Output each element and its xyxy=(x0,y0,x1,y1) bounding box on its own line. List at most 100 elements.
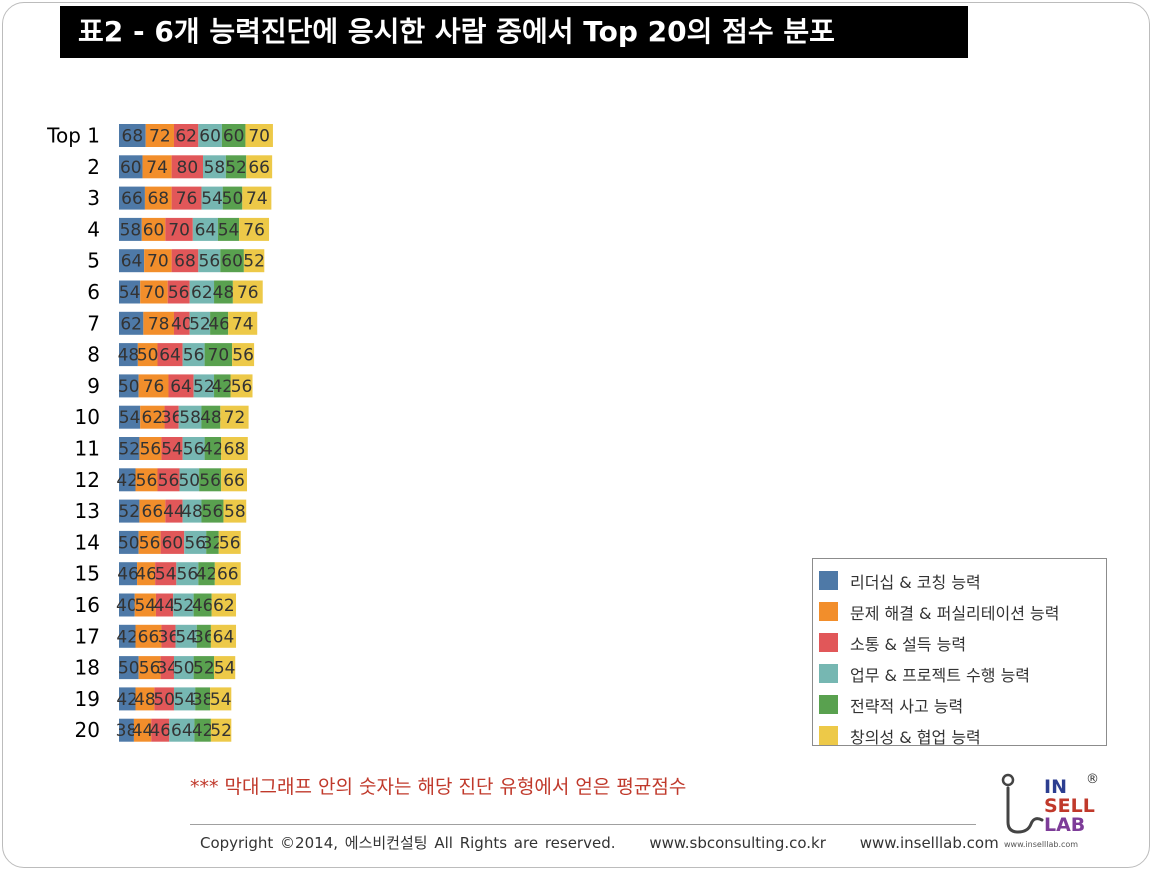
bar-value-label: 64 xyxy=(159,346,181,366)
bar-segment-communication xyxy=(171,249,199,273)
bar-value-label: 54 xyxy=(210,690,232,710)
bar-segment-strategy xyxy=(201,499,224,523)
legend-label: 문제 해결 & 퍼실리테이션 능력 xyxy=(850,603,1060,623)
category-label: 17 xyxy=(75,624,100,648)
bar-segment-problem xyxy=(139,437,162,460)
copyright-label: Copyright ©2014, 에스비컨설팅 All Rights are r… xyxy=(200,834,616,852)
category-label: 9 xyxy=(87,374,100,398)
bar-segment-problem xyxy=(133,718,152,742)
bar-value-label: 80 xyxy=(177,158,199,178)
bar-value-label: 46 xyxy=(192,596,214,616)
bar-value-label: 50 xyxy=(153,690,175,710)
bar-segment-work_project xyxy=(198,124,222,147)
bar-value-label: 42 xyxy=(192,721,214,741)
bar-segment-leadership xyxy=(119,499,140,523)
bar-segment-work_project xyxy=(178,405,202,429)
bar-segment-work_project xyxy=(189,280,215,304)
legend-swatch xyxy=(819,726,838,745)
bar-segment-work_project xyxy=(176,562,199,586)
bar-segment-leadership xyxy=(119,124,146,147)
bar-value-label: 56 xyxy=(184,533,206,553)
logo-url: www.inselllab.com xyxy=(1004,840,1079,849)
footer-link-inselllab[interactable]: www.inselllab.com xyxy=(859,834,999,852)
bar-segment-communication xyxy=(157,343,183,367)
bar-segment-leadership xyxy=(119,186,145,210)
bar-value-label: 56 xyxy=(199,471,221,491)
bar-value-label: 52 xyxy=(173,596,195,616)
bar-value-label: 56 xyxy=(231,377,253,397)
legend-label: 리더십 & 코칭 능력 xyxy=(850,572,981,592)
bar-value-label: 68 xyxy=(122,127,144,147)
bar-segment-communication xyxy=(168,374,194,398)
bar-segment-work_project xyxy=(175,624,197,648)
bar-value-label: 62 xyxy=(120,314,142,334)
bar-segment-creativity xyxy=(239,217,270,241)
bar-value-label: 38 xyxy=(192,690,214,710)
bar-segment-problem xyxy=(138,530,161,554)
bar-segment-work_project xyxy=(198,249,221,273)
bar-value-label: 58 xyxy=(120,220,142,240)
bar-value-label: 68 xyxy=(147,189,169,209)
bar-segment-leadership xyxy=(119,468,136,492)
bar-value-label: 70 xyxy=(168,220,190,240)
bar-segment-strategy xyxy=(222,186,243,210)
category-label: 15 xyxy=(75,562,100,586)
category-label: 8 xyxy=(87,343,100,367)
bar-segment-strategy xyxy=(225,155,247,179)
bar-value-label: 56 xyxy=(219,533,241,553)
bar-value-label: 48 xyxy=(134,690,156,710)
bar-value-label: 46 xyxy=(149,721,171,741)
bar-segment-work_project xyxy=(189,311,211,335)
bar-segment-problem xyxy=(139,499,166,523)
bar-value-label: 52 xyxy=(118,440,140,460)
bar-value-label: 56 xyxy=(136,471,158,491)
bar-value-label: 60 xyxy=(162,533,184,553)
bar-value-label: 60 xyxy=(143,220,165,240)
category-label: 13 xyxy=(75,499,100,523)
bar-value-label: 52 xyxy=(189,314,211,334)
bar-segment-problem xyxy=(143,311,174,335)
bar-value-label: 70 xyxy=(248,127,270,147)
bar-value-label: 36 xyxy=(161,408,183,428)
bar-value-label: 58 xyxy=(204,158,226,178)
bar-segment-creativity xyxy=(210,687,232,711)
legend-item: 창의성 & 협업 능력 xyxy=(813,720,1106,751)
bar-segment-creativity xyxy=(214,656,236,680)
bar-segment-problem xyxy=(135,687,155,711)
bar-value-label: 52 xyxy=(210,721,232,741)
bar-value-label: 54 xyxy=(119,408,141,428)
bar-segment-creativity xyxy=(221,437,248,460)
bar-value-label: 58 xyxy=(224,502,246,522)
bar-segment-communication xyxy=(154,687,174,711)
bar-value-label: 48 xyxy=(200,408,222,428)
bar-value-label: 60 xyxy=(120,158,142,178)
registered-mark: ® xyxy=(1086,772,1099,787)
bar-segment-leadership xyxy=(119,437,140,460)
bar-segment-problem xyxy=(135,624,162,648)
bar-value-label: 52 xyxy=(118,502,140,522)
chart-legend: 리더십 & 코칭 능력 문제 해결 & 퍼실리테이션 능력 소통 & 설득 능력 업무… xyxy=(812,558,1107,747)
bar-segment-communication xyxy=(164,405,179,429)
bar-value-label: 34 xyxy=(156,659,178,679)
bar-value-label: 44 xyxy=(132,721,154,741)
bar-value-label: 56 xyxy=(183,346,205,366)
bar-segment-strategy xyxy=(214,280,233,304)
bar-segment-creativity xyxy=(230,374,253,398)
bar-segment-work_project xyxy=(184,530,207,554)
bar-segment-problem xyxy=(137,343,158,367)
bar-value-label: 68 xyxy=(174,252,196,272)
stacked-bar-chart: Top 1 68 72 62 60 60 702 60 74 80 58 52 663 66 68 76 545… xyxy=(46,124,273,742)
bar-segment-leadership xyxy=(119,217,142,241)
footer-link-sbconsulting[interactable]: www.sbconsulting.co.kr xyxy=(649,834,826,852)
bar-value-label: 54 xyxy=(174,690,196,710)
bar-value-label: 70 xyxy=(147,252,169,272)
bar-value-label: 60 xyxy=(199,127,221,147)
bar-value-label: 54 xyxy=(218,220,240,240)
logo-text-lab: LAB xyxy=(1044,814,1086,836)
bar-value-label: 56 xyxy=(139,533,161,553)
category-label: 12 xyxy=(75,468,100,492)
bar-segment-communication xyxy=(151,718,170,742)
bar-value-label: 54 xyxy=(214,659,236,679)
bar-value-label: 66 xyxy=(217,565,239,585)
